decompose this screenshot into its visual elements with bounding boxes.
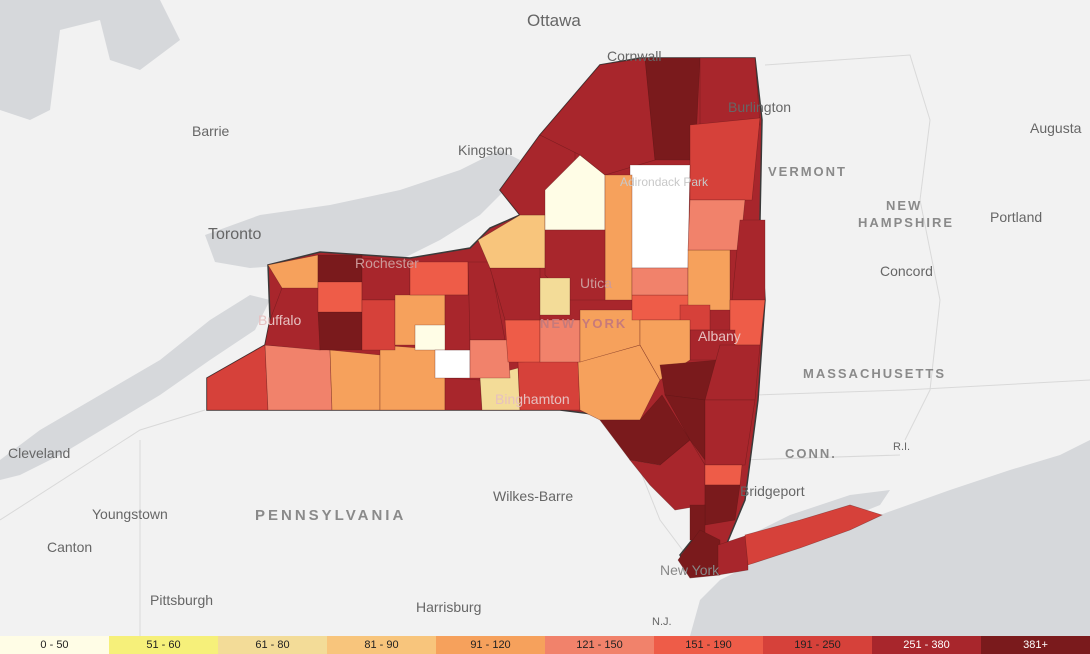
label-vermont: VERMONT: [768, 164, 847, 179]
county-clinton[interactable]: [699, 57, 761, 126]
county-saratoga[interactable]: [687, 249, 731, 311]
county-madison[interactable]: [539, 277, 571, 316]
label-bridgeport: Bridgeport: [740, 483, 805, 499]
county-putnam[interactable]: [704, 464, 743, 486]
label-cornwall: Cornwall: [607, 48, 661, 64]
label-nj: N.J.: [652, 616, 672, 628]
label-utica: Utica: [580, 275, 612, 291]
label-wilkes-barre: Wilkes-Barre: [493, 488, 573, 504]
county-wyoming[interactable]: [317, 311, 363, 351]
legend-item[interactable]: 61 - 80: [218, 636, 327, 654]
legend-item[interactable]: 91 - 120: [436, 636, 545, 654]
county-schuyler[interactable]: [434, 349, 471, 379]
county-dutchess[interactable]: [704, 399, 756, 466]
label-pennsylvania: PENNSYLVANIA: [255, 507, 406, 524]
label-toronto: Toronto: [208, 226, 261, 243]
county-warren[interactable]: [687, 199, 746, 251]
label-youngstown: Youngstown: [92, 506, 168, 522]
legend-item[interactable]: 81 - 90: [327, 636, 436, 654]
label-buffalo: Buffalo: [258, 312, 302, 328]
county-allegany[interactable]: [329, 349, 381, 411]
legend-item[interactable]: 0 - 50: [0, 636, 109, 654]
label-new-hampshire-1: NEW: [886, 198, 922, 213]
county-genesee[interactable]: [317, 281, 363, 313]
label-augusta: Augusta: [1030, 120, 1082, 136]
county-suffolk[interactable]: [744, 504, 883, 566]
county-oswego[interactable]: [477, 214, 546, 269]
county-nassau[interactable]: [717, 534, 749, 576]
county-cattaraugus[interactable]: [264, 344, 333, 411]
label-massachusetts: MASSACHUSETTS: [803, 366, 946, 381]
background-lines: [0, 54, 1090, 636]
label-canton: Canton: [47, 539, 92, 555]
map-legend: 0 - 50 51 - 60 61 - 80 81 - 90 91 - 120 121 -…: [0, 636, 1090, 654]
county-westchester[interactable]: [704, 484, 741, 526]
lake-erie: [0, 295, 270, 480]
county-fulton[interactable]: [631, 267, 689, 296]
legend-item[interactable]: 191 - 250: [763, 636, 872, 654]
label-kingston: Kingston: [458, 142, 512, 158]
label-portland: Portland: [990, 209, 1042, 225]
label-concord: Concord: [880, 263, 933, 279]
water-bodies: [0, 0, 1090, 636]
choropleth-map[interactable]: Ottawa Cornwall Burlington Augusta Barri…: [0, 0, 1090, 636]
legend-item[interactable]: 381+: [981, 636, 1090, 654]
county-chemung[interactable]: [444, 377, 483, 411]
label-ri: R.I.: [893, 441, 910, 453]
legend-item[interactable]: 121 - 150: [545, 636, 654, 654]
label-pittsburgh: Pittsburgh: [150, 592, 213, 608]
label-harrisburg: Harrisburg: [416, 599, 481, 615]
label-adirondack: Adirondack Park: [620, 175, 709, 189]
label-new-york-state: NEW YORK: [540, 316, 627, 331]
label-ottawa: Ottawa: [527, 11, 581, 30]
label-cleveland: Cleveland: [8, 445, 70, 461]
label-conn: CONN.: [785, 446, 837, 461]
legend-item[interactable]: 51 - 60: [109, 636, 218, 654]
label-binghamton: Binghamton: [495, 391, 570, 407]
legend-item[interactable]: 151 - 190: [654, 636, 763, 654]
label-burlington: Burlington: [728, 99, 791, 115]
label-barrie: Barrie: [192, 123, 230, 139]
label-albany: Albany: [698, 328, 741, 344]
label-new-york-city: New York: [660, 562, 720, 578]
lake-huron-georgian-bay: [0, 0, 180, 120]
county-tompkins[interactable]: [469, 339, 511, 379]
county-livingston[interactable]: [361, 299, 396, 351]
county-cortland[interactable]: [504, 319, 541, 363]
label-new-hampshire-2: HAMPSHIRE: [858, 215, 954, 230]
county-seneca[interactable]: [444, 294, 471, 351]
atlantic-ocean: [690, 440, 1090, 636]
map-labels: Ottawa Cornwall Burlington Augusta Barri…: [8, 11, 1082, 628]
lake-ontario: [205, 150, 520, 268]
ny-counties[interactable]: [206, 57, 883, 579]
legend-item[interactable]: 251 - 380: [872, 636, 981, 654]
label-rochester: Rochester: [355, 255, 419, 271]
